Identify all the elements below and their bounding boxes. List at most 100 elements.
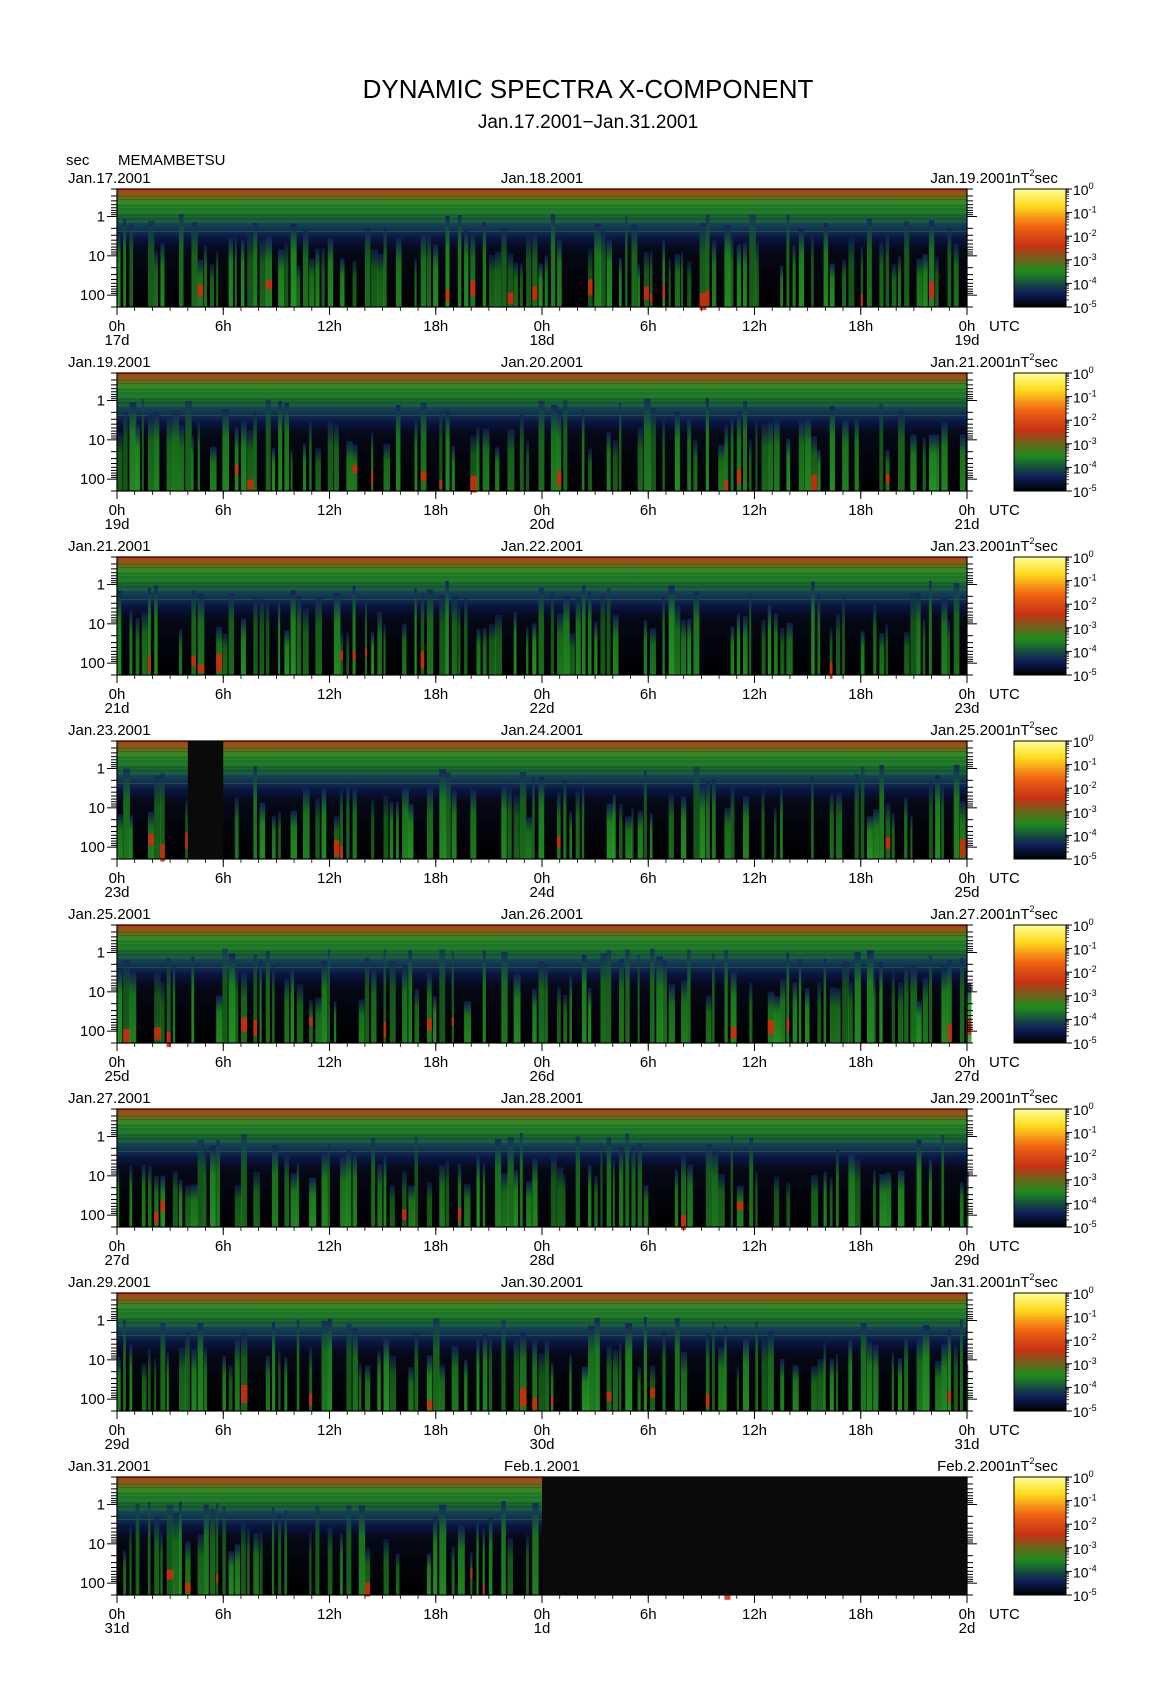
x-tick-label: 0h bbox=[109, 1606, 126, 1623]
colorbar-tick-label: 10-4 bbox=[1073, 643, 1097, 660]
activity-burst bbox=[687, 949, 691, 1043]
high-power-burst bbox=[650, 293, 653, 303]
activity-burst bbox=[439, 769, 446, 859]
colorbar-tick-label: 10-3 bbox=[1073, 1540, 1097, 1557]
activity-burst bbox=[482, 428, 490, 491]
activity-burst bbox=[222, 409, 230, 491]
activity-burst bbox=[860, 1323, 867, 1411]
x-tick-label: 0h bbox=[109, 1054, 126, 1071]
activity-burst bbox=[773, 612, 778, 675]
activity-burst bbox=[371, 249, 378, 307]
x-tick-label: 0h bbox=[959, 686, 976, 703]
x-tick-label: 0h bbox=[959, 318, 976, 335]
colorbar-tick-label: 10-1 bbox=[1073, 1493, 1097, 1510]
activity-burst bbox=[433, 996, 437, 1043]
activity-burst bbox=[532, 1158, 538, 1227]
activity-burst bbox=[507, 253, 514, 307]
high-power-burst bbox=[166, 1031, 171, 1048]
activity-burst bbox=[290, 590, 296, 675]
colorbar-tick-label: 100 bbox=[1073, 1101, 1094, 1118]
activity-burst bbox=[668, 983, 675, 1043]
panel-date-right: Feb.2.2001 bbox=[937, 1458, 1013, 1475]
activity-burst bbox=[693, 439, 698, 491]
colorbar-unit-label: nT2sec bbox=[1012, 168, 1058, 187]
activity-burst bbox=[594, 223, 602, 307]
activity-burst bbox=[166, 416, 174, 491]
activity-burst bbox=[557, 986, 561, 1043]
activity-burst bbox=[817, 982, 822, 1043]
high-power-burst bbox=[160, 1200, 166, 1213]
activity-burst bbox=[364, 1365, 371, 1411]
activity-burst bbox=[625, 1323, 633, 1411]
high-power-burst bbox=[123, 1028, 131, 1043]
activity-burst bbox=[296, 265, 301, 307]
colorbar-tick-label: 10-2 bbox=[1073, 964, 1097, 981]
activity-burst bbox=[631, 1146, 636, 1227]
day-label: 18d bbox=[529, 332, 554, 349]
activity-burst bbox=[191, 1184, 198, 1227]
activity-burst bbox=[780, 789, 783, 859]
activity-burst bbox=[941, 967, 949, 1043]
activity-burst bbox=[749, 214, 757, 307]
activity-burst bbox=[197, 1534, 204, 1595]
activity-burst bbox=[866, 218, 872, 307]
colorbar-unit-label: nT2sec bbox=[1012, 904, 1058, 923]
activity-burst bbox=[185, 1331, 190, 1411]
activity-burst bbox=[172, 964, 176, 1043]
activity-burst bbox=[947, 619, 951, 675]
activity-burst bbox=[910, 815, 913, 859]
x-tick-label: 6h bbox=[215, 1054, 232, 1071]
high-power-burst bbox=[662, 284, 665, 300]
activity-burst bbox=[117, 1169, 120, 1227]
x-tick-label: 0h bbox=[959, 1422, 976, 1439]
day-label: 23d bbox=[104, 884, 129, 901]
activity-burst bbox=[885, 449, 890, 491]
activity-burst bbox=[742, 616, 748, 675]
activity-burst bbox=[321, 248, 325, 307]
activity-burst bbox=[296, 984, 304, 1043]
activity-burst bbox=[271, 1145, 279, 1227]
activity-burst bbox=[705, 995, 712, 1043]
high-power-burst bbox=[147, 833, 155, 846]
activity-burst bbox=[439, 410, 443, 491]
activity-burst bbox=[637, 1366, 641, 1411]
activity-burst bbox=[395, 1553, 400, 1595]
activity-burst bbox=[879, 962, 883, 1043]
activity-burst bbox=[786, 622, 793, 675]
y-tick-label: 10 bbox=[88, 984, 105, 1001]
activity-burst bbox=[581, 954, 587, 1043]
activity-burst bbox=[234, 968, 239, 1043]
activity-burst bbox=[724, 225, 731, 307]
activity-burst bbox=[333, 1001, 337, 1043]
activity-burst bbox=[513, 262, 519, 307]
activity-burst bbox=[557, 792, 561, 859]
activity-burst bbox=[637, 810, 644, 859]
activity-burst bbox=[730, 1135, 734, 1227]
activity-burst bbox=[681, 251, 684, 307]
activity-burst bbox=[482, 222, 487, 307]
colorbar-unit-label: nT2sec bbox=[1012, 536, 1058, 555]
activity-burst bbox=[773, 996, 781, 1043]
activity-burst bbox=[123, 411, 128, 491]
activity-burst bbox=[835, 1149, 839, 1227]
day-label: 28d bbox=[529, 1252, 554, 1269]
colorbar bbox=[1013, 1108, 1067, 1228]
activity-burst bbox=[681, 1351, 688, 1411]
activity-burst bbox=[804, 987, 810, 1043]
y-tick-label: 1 bbox=[97, 392, 105, 409]
activity-burst bbox=[154, 775, 162, 859]
activity-burst bbox=[123, 768, 131, 859]
x-tick-label: 12h bbox=[317, 1238, 342, 1255]
activity-burst bbox=[439, 595, 446, 675]
activity-burst bbox=[253, 954, 258, 1043]
activity-burst bbox=[284, 402, 289, 491]
panel-date-left: Jan.21.2001 bbox=[68, 538, 151, 555]
activity-burst bbox=[922, 254, 928, 307]
y-tick-label: 10 bbox=[88, 800, 105, 817]
activity-burst bbox=[557, 1167, 564, 1227]
activity-burst bbox=[253, 1171, 260, 1227]
utc-label: UTC bbox=[989, 870, 1020, 887]
activity-burst bbox=[364, 1548, 371, 1595]
activity-burst bbox=[953, 583, 960, 675]
activity-burst bbox=[185, 1185, 193, 1227]
